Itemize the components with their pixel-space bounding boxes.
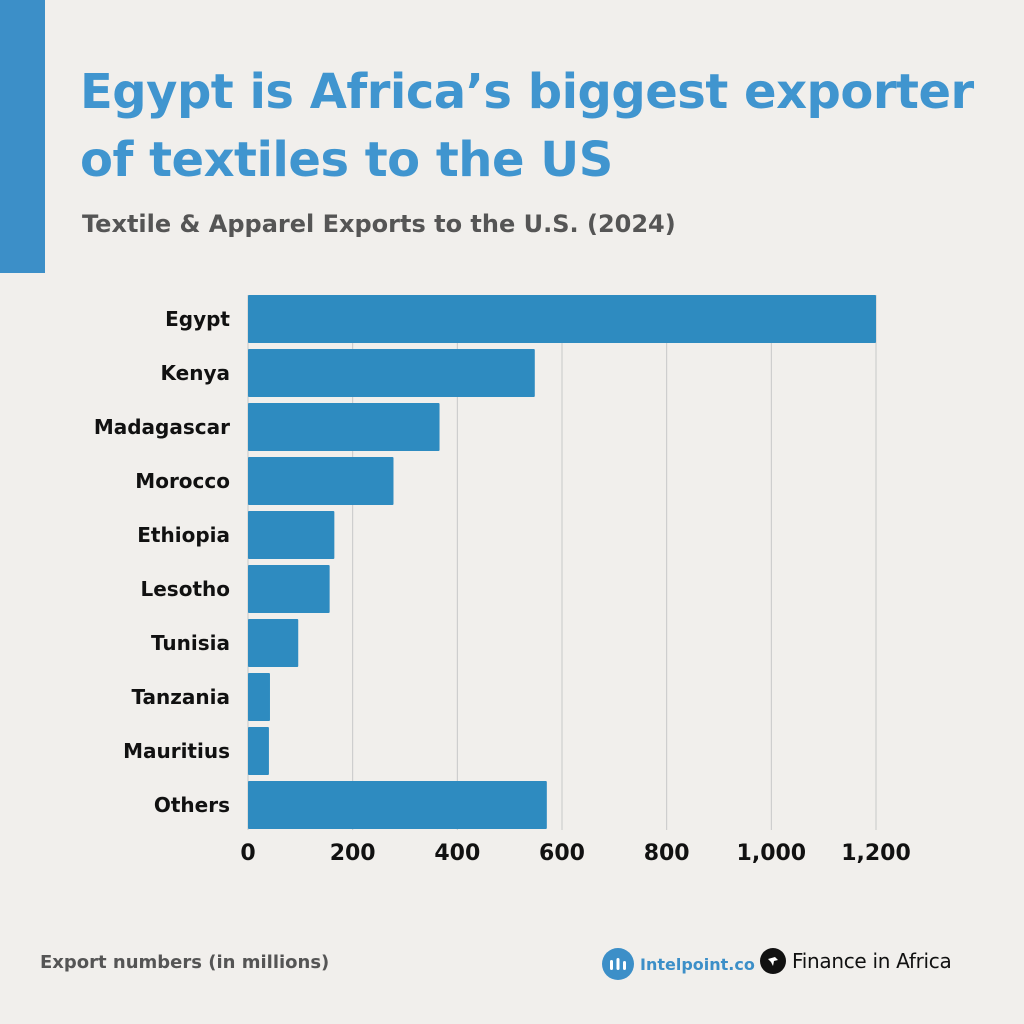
finance-in-africa-logo: Finance in Africa: [760, 948, 952, 974]
bar: [248, 727, 269, 775]
chart-subtitle: Textile & Apparel Exports to the U.S. (2…: [82, 210, 676, 238]
bar: [248, 403, 440, 451]
intelpoint-icon: [602, 948, 634, 980]
finance-in-africa-icon: [760, 948, 786, 974]
category-label: Madagascar: [94, 415, 230, 439]
category-label: Lesotho: [141, 577, 231, 601]
category-label: Others: [154, 793, 230, 817]
bar-chart: 0 200 400 600 800 1,000 1,200 Egypt Kenya Madagas…: [94, 295, 911, 866]
category-label: Ethiopia: [137, 523, 230, 547]
category-label: Kenya: [161, 361, 230, 385]
category-label: Mauritius: [123, 739, 230, 763]
bar: [248, 619, 299, 667]
bar: [248, 457, 394, 505]
x-tick-label: 200: [330, 841, 376, 866]
x-tick-label: 600: [539, 841, 585, 866]
x-tick-label: 800: [644, 841, 690, 866]
x-tick-label: 400: [434, 841, 480, 866]
accent-strip: [0, 0, 45, 273]
footer-note: Export numbers (in millions): [40, 952, 330, 973]
bar: [248, 565, 330, 613]
bar: [248, 673, 270, 721]
category-label: Egypt: [165, 307, 230, 331]
x-tick-label: 1,200: [841, 841, 911, 866]
bar: [248, 781, 547, 829]
bar: [248, 295, 876, 343]
intelpoint-logo: Intelpoint.co: [602, 948, 755, 980]
chart-title: Egypt is Africa’s biggest exporter of te…: [80, 64, 974, 188]
intelpoint-text: Intelpoint.co: [640, 954, 755, 974]
finance-in-africa-text: Finance in Africa: [792, 949, 952, 973]
category-label: Tanzania: [131, 685, 230, 709]
category-label: Morocco: [135, 469, 230, 493]
x-tick-label: 1,000: [737, 841, 807, 866]
bar: [248, 511, 335, 559]
x-tick-label: 0: [240, 841, 255, 866]
bar: [248, 349, 535, 397]
category-label: Tunisia: [151, 631, 230, 655]
